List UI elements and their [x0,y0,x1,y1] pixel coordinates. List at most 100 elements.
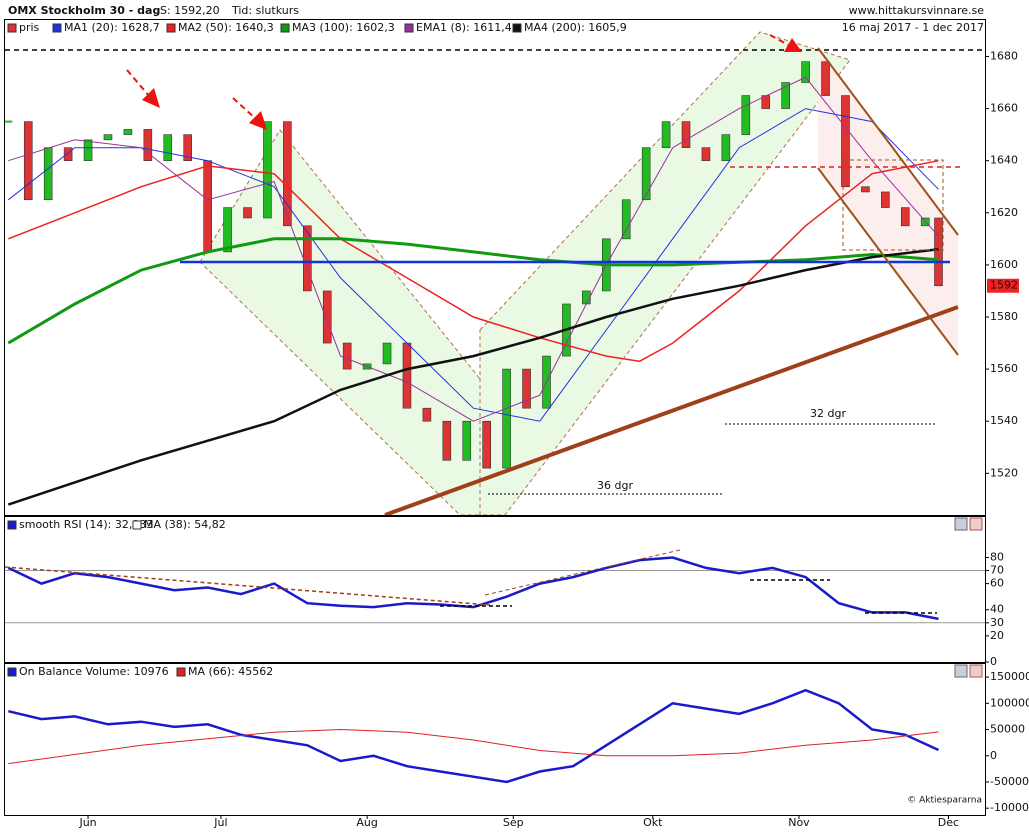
y-tick-label: 0 [990,749,997,762]
annotation: 36 dgr [597,479,633,492]
x-tick-label: Nov [788,816,810,829]
annotation-layer [4,34,985,614]
title: OMX Stockholm 30 - dag [8,4,160,17]
y-tick-label: 1560 [990,362,1018,375]
date-range: 16 maj 2017 - 1 dec 2017 [842,21,984,34]
candle [900,207,910,227]
series-line [7,237,939,345]
candle [661,121,671,148]
y-tick-label: 150000 [990,670,1029,683]
candle [741,95,751,135]
legend-label: MA2 (50): 1640,3 [178,21,274,34]
frames [4,19,986,816]
y-tick-label: 30 [990,616,1004,629]
candle [801,61,810,83]
x-tick-label: Dec [938,816,959,829]
legend-label: smooth RSI (14): 32,933 [19,518,153,531]
candle [83,139,93,161]
candle [183,134,193,161]
channel-top [817,47,959,236]
y-tick-label: 1600 [990,258,1018,271]
candle [841,95,850,188]
up-channel [479,31,851,516]
candle [522,368,531,409]
legend-label: pris [19,21,40,34]
x-tick-label: Okt [643,816,663,829]
legend-swatch [7,520,17,530]
trend-line [384,305,959,517]
candle [223,207,232,253]
legend-swatch [166,23,176,33]
legend-label: MA1 (20): 1628,7 [64,21,160,34]
legend-swatch [52,23,62,33]
consolidation-box [842,159,944,251]
y-tick-label: 0 [990,655,997,668]
series-line [7,556,939,621]
y-tick-label: 70 [990,564,1004,577]
copyright: © Aktiespararna [907,796,982,806]
candle [482,420,491,469]
series-line [8,159,939,363]
legend-label: MA3 (100): 1602,3 [292,21,395,34]
candle [23,121,33,201]
series-line [8,728,939,765]
y-tick-label: -50000 [990,775,1029,788]
x-tick-label: Aug [356,816,377,829]
candle [920,217,930,227]
candle [123,129,133,135]
rsi-channel [484,549,681,596]
panel-icons[interactable] [954,517,983,678]
candle [861,186,870,193]
last-price: 1592 [990,279,1018,292]
source: www.hittakursvinnare.se [849,4,985,17]
y-tick-label: 50000 [990,723,1025,736]
series-line [8,76,939,422]
candle [621,199,631,240]
legend-swatch [280,23,290,33]
candle [283,121,292,227]
candle [462,420,472,461]
candle [243,207,252,219]
candle [163,134,173,161]
candle [881,191,890,208]
y-tick-label: 100000 [990,696,1029,709]
candle [382,342,392,365]
candle [203,160,212,253]
close-label: S: 1592,20 [160,4,220,17]
legend-swatch [404,23,414,33]
y-tick-label: 1660 [990,102,1018,115]
legend-label: On Balance Volume: 10976 [19,665,169,678]
candle [934,217,943,287]
y-tick-label: 1520 [990,466,1018,479]
candle [821,61,830,96]
legend-label: EMA1 (8): 1611,4 [416,21,512,34]
y-tick-label: 1580 [990,310,1018,323]
candle [422,407,432,422]
series-line [8,688,940,784]
series-line [7,108,939,422]
legend-swatch [512,23,522,33]
candle [721,134,731,161]
y-tick-label: 1680 [990,49,1018,62]
candle [43,147,53,201]
x-tick-label: Jun [78,816,96,829]
candle [641,147,651,201]
y-tick-label: 40 [990,603,1004,616]
y-tick-label: -100000 [990,801,1029,814]
y-tick-label: 1620 [990,206,1018,219]
y-tick-label: 1640 [990,154,1018,167]
legend-swatch [176,667,186,677]
last-price-box [987,278,1019,293]
candle [681,121,691,148]
candle [402,342,412,409]
candle [63,147,73,161]
channel-bottom [817,167,959,356]
x-tick-label: Sep [503,816,524,829]
y-tick-label: 20 [990,629,1004,642]
y-tick-label: 80 [990,550,1004,563]
candle [263,121,272,219]
legend-swatch [7,23,17,33]
legend-label: MA (66): 45562 [188,665,273,678]
annotation: 32 dgr [810,407,846,420]
